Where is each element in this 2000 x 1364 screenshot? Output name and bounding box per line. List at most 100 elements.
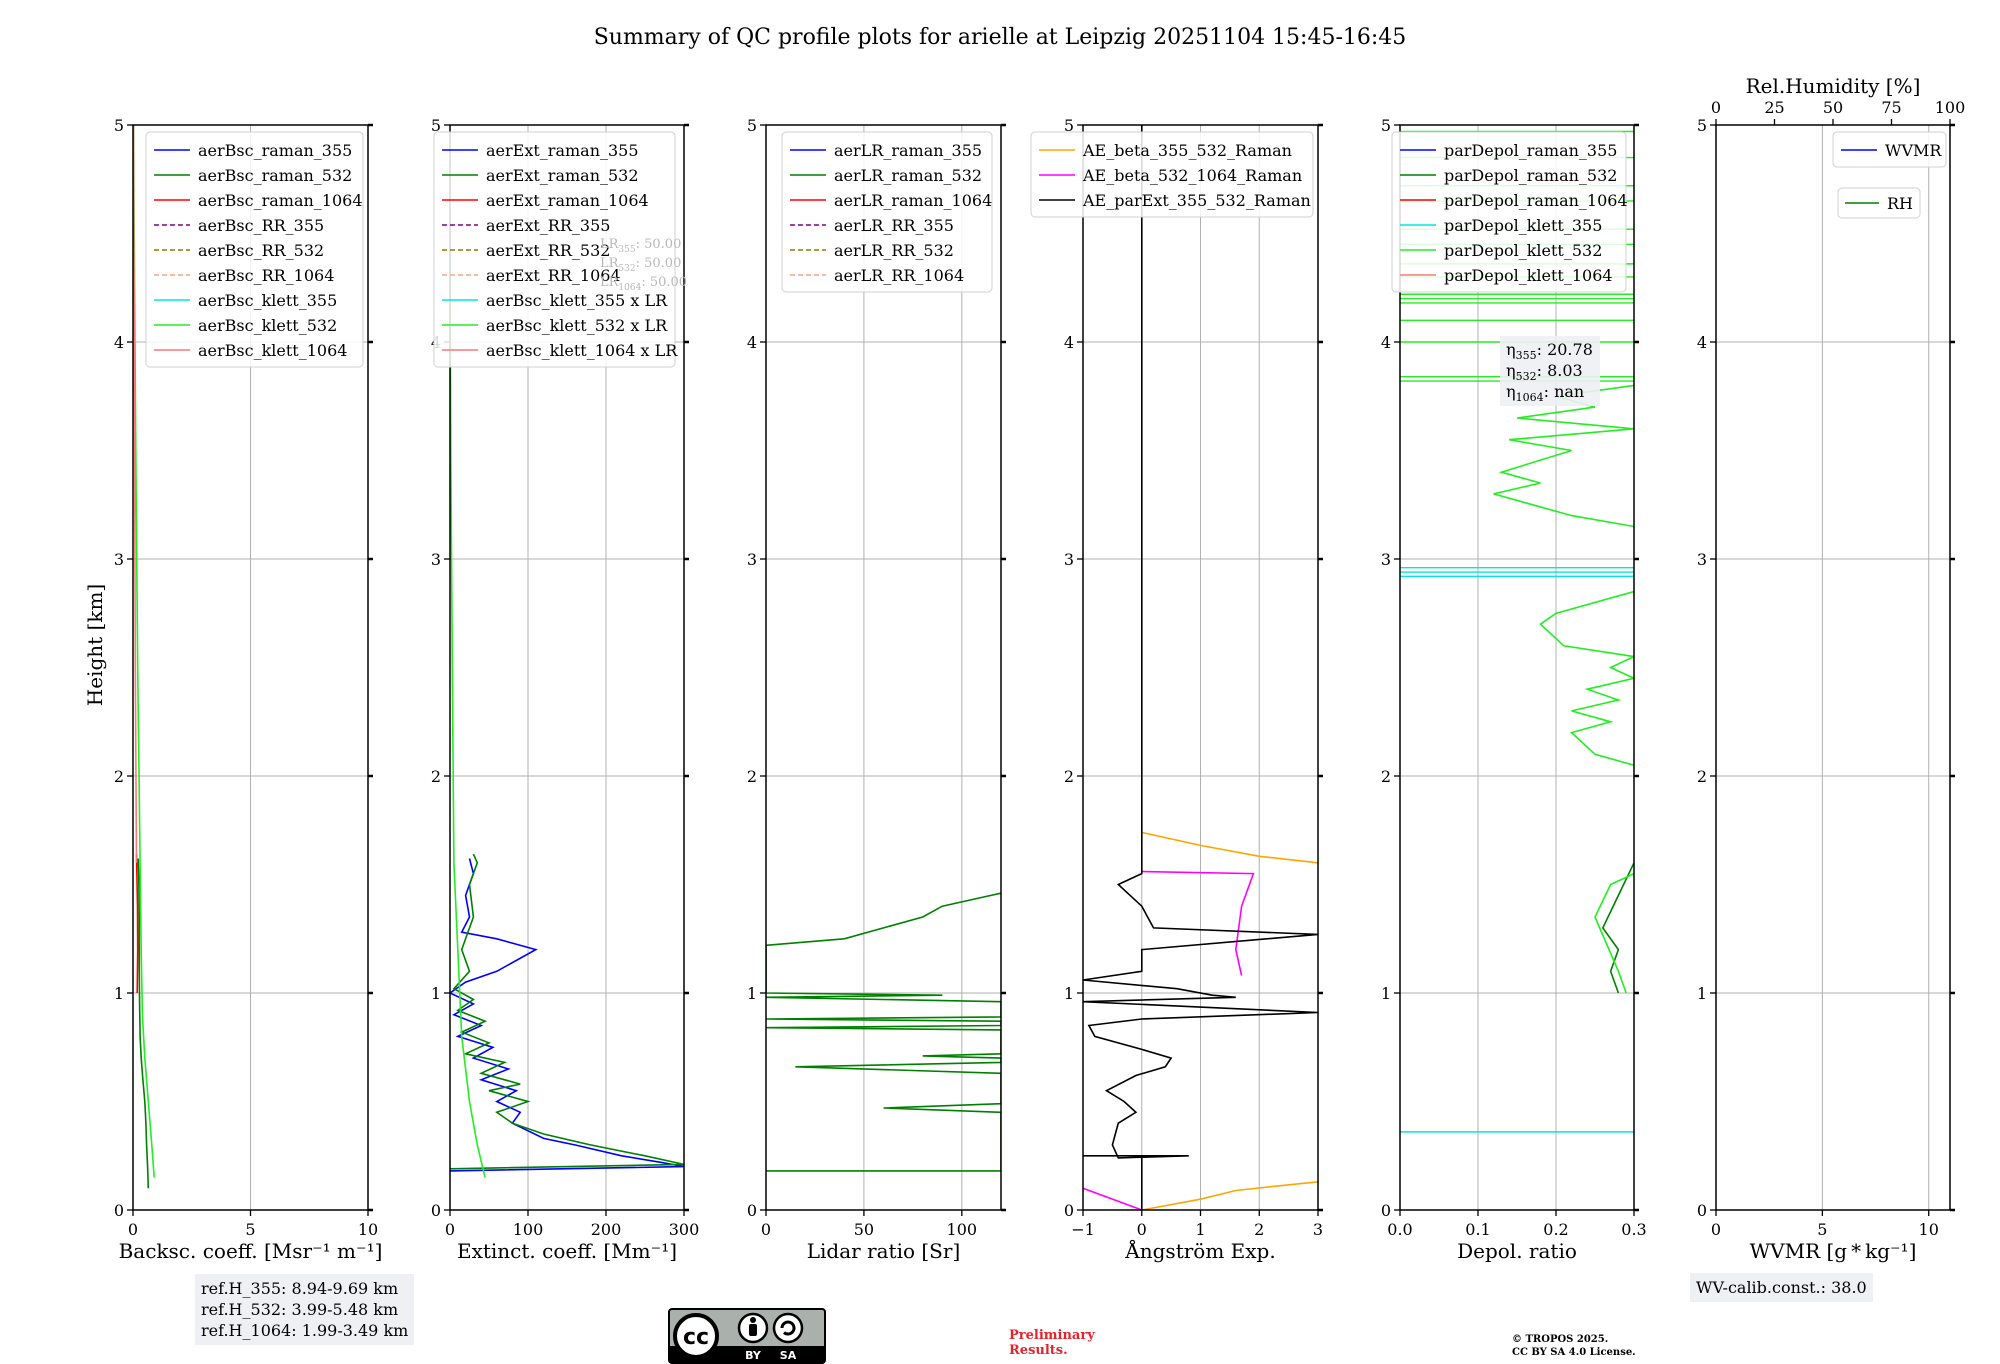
series-line-pardepol-klett-532 xyxy=(1539,590,1634,766)
legend: parDepol_raman_355 parDepol_raman_532 parD… xyxy=(1391,131,1628,293)
copyright-line-1: © TROPOS 2025. xyxy=(1512,1334,1609,1345)
legend-entry: aerBsc_klett_355 xyxy=(198,291,337,310)
eta-annotation: η1064: nan xyxy=(1506,382,1584,404)
y-tick-label: 0 xyxy=(1064,1201,1074,1220)
legend-entry: aerBsc_raman_532 xyxy=(198,166,352,185)
legend-entry: aerBsc_klett_532 x LR xyxy=(486,316,668,335)
legend-entry: aerExt_RR_1064 xyxy=(486,266,621,285)
legend-entry: aerLR_raman_532 xyxy=(834,166,982,185)
y-tick-label: 3 xyxy=(431,550,441,569)
y-tick-label: 5 xyxy=(747,116,757,135)
reference-heights-box: ref.H_355: 8.94-9.69 km ref.H_532: 3.99-… xyxy=(195,1274,415,1345)
eta-annotation: η532: 8.03 xyxy=(1506,361,1583,383)
series-line-pardepol-klett-532 xyxy=(1594,872,1634,994)
preliminary-results-note: Preliminary Results. xyxy=(1009,1328,1095,1358)
legend-entry: parDepol_raman_355 xyxy=(1444,141,1617,160)
legend-entry: aerExt_raman_1064 xyxy=(486,191,649,210)
copyright-line-2: CC BY SA 4.0 License. xyxy=(1512,1347,1636,1358)
legend-box xyxy=(1832,131,1947,168)
cc-by-sa-license-icon: cc BY SA xyxy=(668,1308,826,1364)
x-axis-label: WVMR [g * kg⁻¹] xyxy=(1750,1239,1917,1263)
x-tick-label: 100 xyxy=(513,1220,544,1239)
legend-entry: aerBsc_RR_355 xyxy=(198,216,324,235)
legend-entry: aerExt_RR_532 xyxy=(486,241,610,260)
legend-box xyxy=(145,131,364,368)
legend-box xyxy=(1030,131,1314,218)
x-tick-label: 1 xyxy=(1195,1220,1205,1239)
y-tick-label: 5 xyxy=(1381,116,1391,135)
y-tick-label: 4 xyxy=(1381,333,1391,352)
x-tick-label: −1 xyxy=(1071,1220,1095,1239)
x-tick-label: 0.0 xyxy=(1387,1220,1412,1239)
ref-height-1064: ref.H_1064: 1.99-3.49 km xyxy=(201,1321,409,1340)
y-tick-label: 4 xyxy=(1697,333,1707,352)
series-line-ae-beta-355-532-raman xyxy=(1141,1181,1318,1210)
x-axis-label: Ångström Exp. xyxy=(1124,1238,1275,1263)
series-line-ae-beta-532-1064-raman xyxy=(1083,1187,1143,1210)
y-tick-label: 1 xyxy=(114,984,124,1003)
y-tick-label: 4 xyxy=(747,333,757,352)
legend-entry: RH xyxy=(1887,194,1913,213)
preliminary-line-1: Preliminary xyxy=(1009,1328,1095,1343)
x-tick-label: 5 xyxy=(1817,1220,1827,1239)
y-tick-label: 3 xyxy=(114,550,124,569)
y-tick-label: 0 xyxy=(431,1201,441,1220)
y-tick-label: 2 xyxy=(114,767,124,786)
y-tick-label: 3 xyxy=(1381,550,1391,569)
x-tick-label: 0 xyxy=(1711,1220,1721,1239)
legend-entry: aerLR_raman_1064 xyxy=(834,191,992,210)
x-tick-label: 0 xyxy=(128,1220,138,1239)
series-line-ae-beta-532-1064-raman xyxy=(1141,870,1255,976)
x-tick-label: 0.2 xyxy=(1543,1220,1568,1239)
legend-entry: aerExt_RR_355 xyxy=(486,216,610,235)
legend: WVMR RH xyxy=(1832,131,1947,219)
eta-annotation: η355: 20.78 xyxy=(1506,340,1593,362)
y-tick-label: 2 xyxy=(1064,767,1074,786)
legend-entry: aerExt_raman_355 xyxy=(486,141,639,160)
wv-calibration-constant: WV-calib.const.: 38.0 xyxy=(1696,1278,1867,1297)
x-tick-label: 300 xyxy=(669,1220,700,1239)
x-axis-label: Extinct. coeff. [Mm⁻¹] xyxy=(457,1239,677,1263)
y-tick-label: 2 xyxy=(1381,767,1391,786)
legend-box xyxy=(433,131,676,368)
legend-entry: aerBsc_klett_1064 x LR xyxy=(486,341,678,360)
legend-entry: parDepol_raman_532 xyxy=(1444,166,1617,185)
legend-entry: aerBsc_RR_532 xyxy=(198,241,324,260)
series-line-aerbsc-raman-532 xyxy=(137,858,150,1189)
x-tick-label: 2 xyxy=(1254,1220,1264,1239)
legend: AE_beta_355_532_Raman AE_beta_532_1064_Ra… xyxy=(1030,131,1314,218)
y-tick-label: 0 xyxy=(747,1201,757,1220)
legend-entry: parDepol_raman_1064 xyxy=(1444,191,1628,210)
top-axis-label: Rel.Humidity [%] xyxy=(1746,74,1921,98)
axes-frame xyxy=(1399,124,1635,1211)
lidar-ratio-annotation: LR532: 50.00 xyxy=(600,256,681,274)
x-axis-label: Lidar ratio [Sr] xyxy=(807,1239,961,1263)
legend-box xyxy=(781,131,993,293)
series-line-ae-beta-355-532-raman xyxy=(1141,831,1318,864)
y-tick-label: 3 xyxy=(1064,550,1074,569)
cc-sa-label: SA xyxy=(780,1349,797,1362)
legend: aerExt_raman_355 aerExt_raman_532 aerExt_r… xyxy=(433,131,678,368)
legend: aerBsc_raman_355 aerBsc_raman_532 aerBsc_r… xyxy=(145,131,364,368)
y-tick-label: 0 xyxy=(1381,1201,1391,1220)
series-line-pardepol-klett-532 xyxy=(1493,384,1634,528)
series-line-aerlr-raman-532 xyxy=(766,892,1001,1172)
top-x-tick-label: 100 xyxy=(1935,98,1966,117)
lidar-ratio-annotation: LR1064: 50.00 xyxy=(600,275,687,293)
x-tick-label: 0 xyxy=(1137,1220,1147,1239)
legend-entry: parDepol_klett_1064 xyxy=(1444,266,1613,285)
axes-frame xyxy=(1715,124,1951,1211)
series-line-aerbsc-klett-1064 xyxy=(133,125,138,863)
series-line-pardepol-raman-532 xyxy=(1601,862,1634,994)
legend-entry: aerBsc_klett_355 x LR xyxy=(486,291,668,310)
x-tick-label: 200 xyxy=(591,1220,622,1239)
y-tick-label: 1 xyxy=(1697,984,1707,1003)
top-x-tick-label: 75 xyxy=(1881,98,1901,117)
svg-text:cc: cc xyxy=(683,1325,709,1350)
y-tick-label: 4 xyxy=(114,333,124,352)
legend-entry: aerExt_raman_532 xyxy=(486,166,639,185)
legend-entry: AE_parExt_355_532_Raman xyxy=(1082,191,1311,210)
